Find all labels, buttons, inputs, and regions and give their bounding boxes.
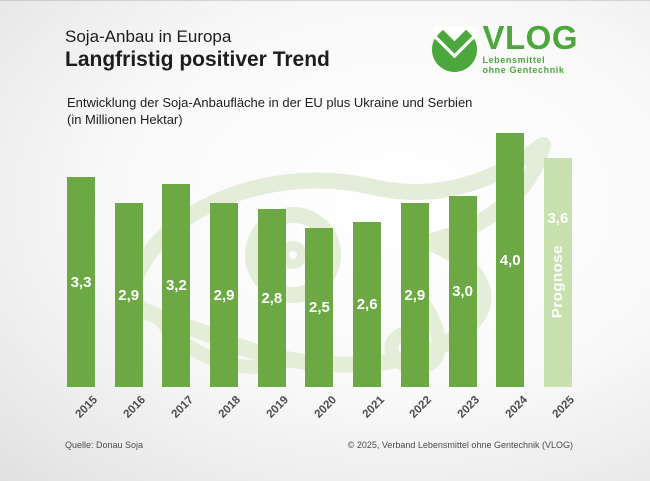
bar-value-label: 2,5 — [309, 299, 330, 316]
bar-2022: 2,9 — [400, 203, 429, 387]
bar-2017: 3,2 — [162, 184, 191, 387]
chart-column: 2,5 2020 — [305, 228, 339, 421]
footer: Quelle: Donau Soja © 2025, Verband Leben… — [65, 440, 573, 450]
bar-2016: 2,9 — [114, 203, 143, 387]
source-note: Quelle: Donau Soja — [65, 440, 144, 450]
chart-column: 2,6 2021 — [353, 222, 387, 421]
bar-value-label: 2,9 — [404, 286, 426, 304]
x-axis-label: 2015 — [73, 394, 101, 421]
x-axis-label: 2022 — [407, 394, 435, 421]
chart-column: 3,6 Prognose 2025 — [543, 158, 577, 421]
x-axis-label: 2021 — [360, 394, 387, 421]
bar-value-label: 3,3 — [70, 273, 92, 291]
vlog-tagline-line-1: Lebensmittel — [482, 55, 546, 65]
bar-2020: 2,5 — [305, 228, 334, 387]
bar-value-label: 4,0 — [499, 251, 521, 269]
chart-column: 3,0 2023 — [448, 196, 482, 421]
bar-value-label: 2,6 — [356, 296, 378, 313]
vlog-logo: VLOG Lebensmittel ohne Gentechnik — [431, 19, 578, 75]
chart-column: 2,8 2019 — [257, 209, 291, 421]
x-axis-label: 2017 — [169, 394, 196, 421]
vlog-tagline: Lebensmittel ohne Gentechnik — [482, 55, 578, 75]
subtitle-line-2: (in Millionen Hektar) — [67, 112, 183, 127]
chart-column: 4,0 2024 — [496, 133, 530, 421]
copyright-note: © 2025, Verband Lebensmittel ohne Gentec… — [347, 440, 573, 450]
vlog-tagline-line-2: ohne Gentechnik — [482, 65, 565, 75]
x-axis-label: 2018 — [216, 394, 244, 421]
x-axis-label: 2024 — [503, 394, 530, 421]
bar-value-label: 2,9 — [118, 286, 140, 304]
page-title: Langfristig positiver Trend — [65, 48, 330, 71]
x-axis-label: 2023 — [455, 394, 482, 421]
x-axis-label: 2019 — [264, 394, 292, 421]
bar-value-label: 3,0 — [452, 283, 473, 300]
bar-2015: 3,3 — [67, 177, 95, 387]
bar-2023: 3,0 — [448, 196, 477, 387]
vlog-wordmark: VLOG — [482, 19, 578, 56]
bar-value-label: 2,8 — [261, 289, 283, 307]
forecast-label: Prognose — [549, 245, 567, 319]
bar-value-label: 3,6 — [547, 210, 569, 227]
chart-column: 3,2 2017 — [162, 184, 196, 421]
bar-2021: 2,6 — [353, 222, 382, 387]
chart-column: 2,9 2022 — [400, 203, 434, 421]
bar-2024: 4,0 — [496, 133, 525, 387]
vlog-logo-text: VLOG Lebensmittel ohne Gentechnik — [482, 19, 578, 75]
bar-chart: 3,3 2015 2,9 2016 3,2 2017 2,9 2018 2,8 2019 2,5 20… — [67, 133, 577, 421]
chart-column: 3,3 2015 — [67, 177, 100, 421]
bar-2018: 2,9 — [210, 203, 239, 387]
x-axis-label: 2025 — [550, 394, 578, 421]
x-axis-label: 2020 — [312, 394, 339, 421]
x-axis-label: 2016 — [121, 394, 149, 421]
chart-column: 2,9 2016 — [114, 203, 148, 421]
bar-2025: 3,6 Prognose — [543, 158, 572, 387]
bar-value-label: 3,2 — [165, 277, 187, 294]
kicker: Soja-Anbau in Europa — [65, 27, 232, 46]
chart-column: 2,9 2018 — [210, 203, 244, 421]
bar-2019: 2,8 — [257, 209, 286, 387]
vlog-checkmark-icon — [432, 26, 478, 73]
subtitle-line-1: Entwicklung der Soja-Anbaufläche in der … — [67, 95, 473, 110]
chart-subtitle: Entwicklung der Soja-Anbaufläche in der … — [67, 94, 472, 128]
bar-value-label: 2,9 — [213, 286, 235, 304]
